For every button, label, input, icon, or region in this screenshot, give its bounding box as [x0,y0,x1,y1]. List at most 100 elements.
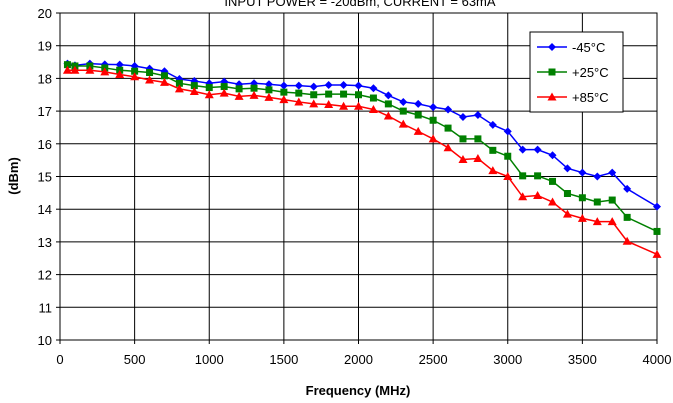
y-tick-label: 10 [38,333,52,348]
legend: -45°C +25°C +85°C [529,31,624,113]
data-point [444,105,453,114]
data-point [369,84,378,93]
data-point [518,192,528,201]
data-point [459,135,467,143]
data-point [205,84,213,92]
data-point [310,91,318,99]
data-point [264,92,274,101]
data-point [174,84,184,93]
data-point [458,154,468,163]
data-point [70,65,80,74]
data-point [577,213,587,222]
data-point [279,81,288,90]
data-point [428,134,438,143]
y-tick-label: 19 [38,39,52,54]
data-point [384,91,393,100]
data-point [339,101,349,110]
data-point [473,154,483,163]
data-point [159,77,169,86]
data-point [652,249,662,258]
x-axis-title: Frequency (MHz) [306,383,411,398]
legend-marker [548,68,556,76]
data-point [519,172,527,180]
data-point [131,67,139,75]
data-point [325,90,333,98]
data-point [429,116,437,124]
data-point [489,146,497,154]
series-line [67,63,658,233]
y-tick-label: 15 [38,170,52,185]
y-tick-label: 14 [38,202,52,217]
data-point [309,99,319,108]
series-group [62,65,662,258]
data-point [175,79,183,87]
data-point [562,209,572,218]
data-point [534,172,542,180]
data-point [63,61,71,69]
data-point [578,194,586,202]
data-point [100,67,110,76]
data-point [399,107,407,115]
data-point [220,83,228,91]
data-point [280,88,288,96]
legend-label: +25°C [572,65,609,80]
legend-label: +85°C [572,90,609,105]
data-point [413,126,423,135]
x-tick-label: 2000 [344,352,373,367]
data-point [398,119,408,128]
y-tick-label: 13 [38,235,52,250]
data-point [608,196,616,204]
data-point [563,164,572,173]
data-point [429,103,438,112]
data-point [235,85,243,93]
series-line [67,69,658,256]
data-point [115,69,125,78]
x-tick-label: 0 [56,352,63,367]
chart-title: INPUT POWER = -20dBm, CURRENT = 63mA [224,0,495,9]
legend-marker [547,92,557,101]
y-tick-label: 20 [38,6,52,21]
y-tick-label: 17 [38,104,52,119]
data-point [504,152,512,160]
x-tick-label: 500 [124,352,146,367]
y-tick-label: 11 [39,300,53,315]
series-layer [62,59,662,258]
data-point [458,112,467,121]
x-tick-label: 4000 [643,352,672,367]
data-point [309,82,318,91]
data-point [339,80,348,89]
x-tick-label: 1000 [195,352,224,367]
data-point [160,72,168,80]
data-point [295,89,303,97]
data-point [623,184,632,193]
data-point [592,217,602,226]
data-point [653,202,661,211]
data-point [473,111,482,120]
data-point [623,213,631,221]
data-point [219,88,229,97]
data-point [234,91,244,100]
data-point [265,86,273,94]
data-point [474,135,482,143]
data-point [414,99,423,108]
data-point [369,94,377,102]
y-tick-label: 18 [38,71,52,86]
data-point [189,86,199,95]
data-point [622,236,632,245]
data-point [593,198,601,206]
data-point [354,81,363,90]
data-point [549,177,557,185]
y-tick-label: 12 [38,268,52,283]
data-point [190,82,198,90]
data-point [533,190,543,199]
y-tick-label: 16 [38,137,52,152]
data-point [488,166,498,175]
data-point [146,69,154,77]
data-point [383,111,393,120]
data-point [145,75,155,84]
data-point [503,172,513,180]
data-point [607,217,617,226]
data-point [85,65,95,74]
data-point [324,100,334,109]
